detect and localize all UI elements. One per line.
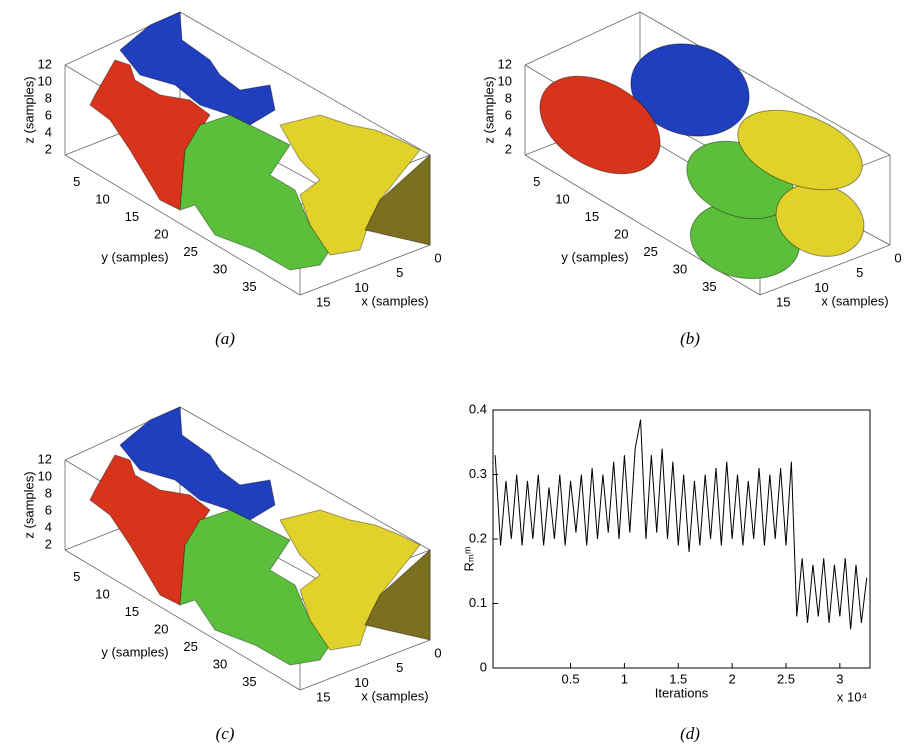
z-tick-label: 8 (45, 485, 52, 500)
x-tick-label: 1.5 (669, 671, 687, 686)
y-tick-label: 5 (533, 174, 540, 189)
y-tick-label: 15 (125, 209, 139, 224)
x-axis-label: x (samples) (821, 293, 888, 308)
y-axis-label: Rₘᵐ (461, 547, 476, 572)
x-tick-label: 0 (434, 250, 441, 265)
plot-frame (493, 410, 870, 668)
y-tick-label: 15 (585, 209, 599, 224)
y-tick-label: 20 (154, 226, 168, 241)
figure: 246810125101520253035051015z (samples)y … (0, 0, 920, 744)
panel-label: (c) (216, 724, 235, 743)
y-tick-label: 20 (154, 621, 168, 636)
z-tick-label: 10 (38, 73, 52, 88)
z-tick-label: 10 (498, 73, 512, 88)
y-tick-label: 10 (555, 191, 569, 206)
x-tick-label: 0 (894, 250, 901, 265)
box-edge (525, 12, 640, 65)
y-tick-label: 30 (213, 656, 227, 671)
y-tick-label: 15 (125, 604, 139, 619)
y-tick-label: 0.2 (469, 530, 487, 545)
x-tick-label: 0 (434, 645, 441, 660)
z-tick-label: 8 (45, 90, 52, 105)
z-tick-label: 2 (505, 141, 512, 156)
y-tick-label: 35 (242, 674, 256, 689)
z-tick-label: 6 (45, 107, 52, 122)
y-tick-label: 30 (673, 261, 687, 276)
z-tick-label: 4 (505, 124, 512, 139)
y-tick-label: 5 (73, 174, 80, 189)
z-tick-label: 8 (505, 90, 512, 105)
y-axis-label: y (samples) (101, 644, 168, 659)
z-tick-label: 12 (498, 56, 512, 71)
z-axis-label: z (samples) (481, 76, 496, 143)
y-tick-label: 10 (95, 191, 109, 206)
x-axis-label: x (samples) (361, 293, 428, 308)
z-tick-label: 12 (38, 56, 52, 71)
y-tick-label: 25 (183, 244, 197, 259)
x-tick-label: 15 (316, 295, 330, 310)
z-tick-label: 2 (45, 141, 52, 156)
z-tick-label: 10 (38, 468, 52, 483)
z-axis-label: z (samples) (21, 471, 36, 538)
x-tick-label: 0.5 (562, 671, 580, 686)
y-tick-label: 25 (643, 244, 657, 259)
y-tick-label: 30 (213, 261, 227, 276)
x-tick-label: 5 (396, 660, 403, 675)
y-axis-label: y (samples) (101, 249, 168, 264)
y-tick-label: 25 (183, 639, 197, 654)
page: 246810125101520253035051015z (samples)y … (0, 0, 920, 744)
x-multiplier: x 10⁴ (837, 689, 867, 704)
panel-label: (d) (680, 724, 700, 743)
x-tick-label: 5 (396, 265, 403, 280)
y-tick-label: 20 (614, 226, 628, 241)
y-tick-label: 0.4 (469, 401, 487, 416)
z-tick-label: 2 (45, 536, 52, 551)
panel-label: (a) (215, 329, 235, 348)
y-tick-label: 0.3 (469, 466, 487, 481)
x-tick-label: 2 (729, 671, 736, 686)
y-tick-label: 0 (480, 659, 487, 674)
x-tick-label: 15 (776, 295, 790, 310)
panel-label: (b) (680, 329, 700, 348)
z-tick-label: 4 (45, 124, 52, 139)
z-axis-label: z (samples) (21, 76, 36, 143)
x-axis-label: Iterations (655, 685, 709, 700)
z-tick-label: 6 (45, 502, 52, 517)
y-tick-label: 35 (702, 279, 716, 294)
x-tick-label: 1 (621, 671, 628, 686)
x-tick-label: 2.5 (777, 671, 795, 686)
y-tick-label: 5 (73, 569, 80, 584)
y-tick-label: 35 (242, 279, 256, 294)
x-tick-label: 5 (856, 265, 863, 280)
data-line (495, 420, 867, 630)
x-axis-label: x (samples) (361, 688, 428, 703)
z-tick-label: 6 (505, 107, 512, 122)
z-tick-label: 4 (45, 519, 52, 534)
y-tick-label: 0.1 (469, 595, 487, 610)
z-tick-label: 12 (38, 451, 52, 466)
x-tick-label: 15 (316, 690, 330, 705)
y-axis-label: y (samples) (561, 249, 628, 264)
x-tick-label: 3 (836, 671, 843, 686)
y-tick-label: 10 (95, 586, 109, 601)
